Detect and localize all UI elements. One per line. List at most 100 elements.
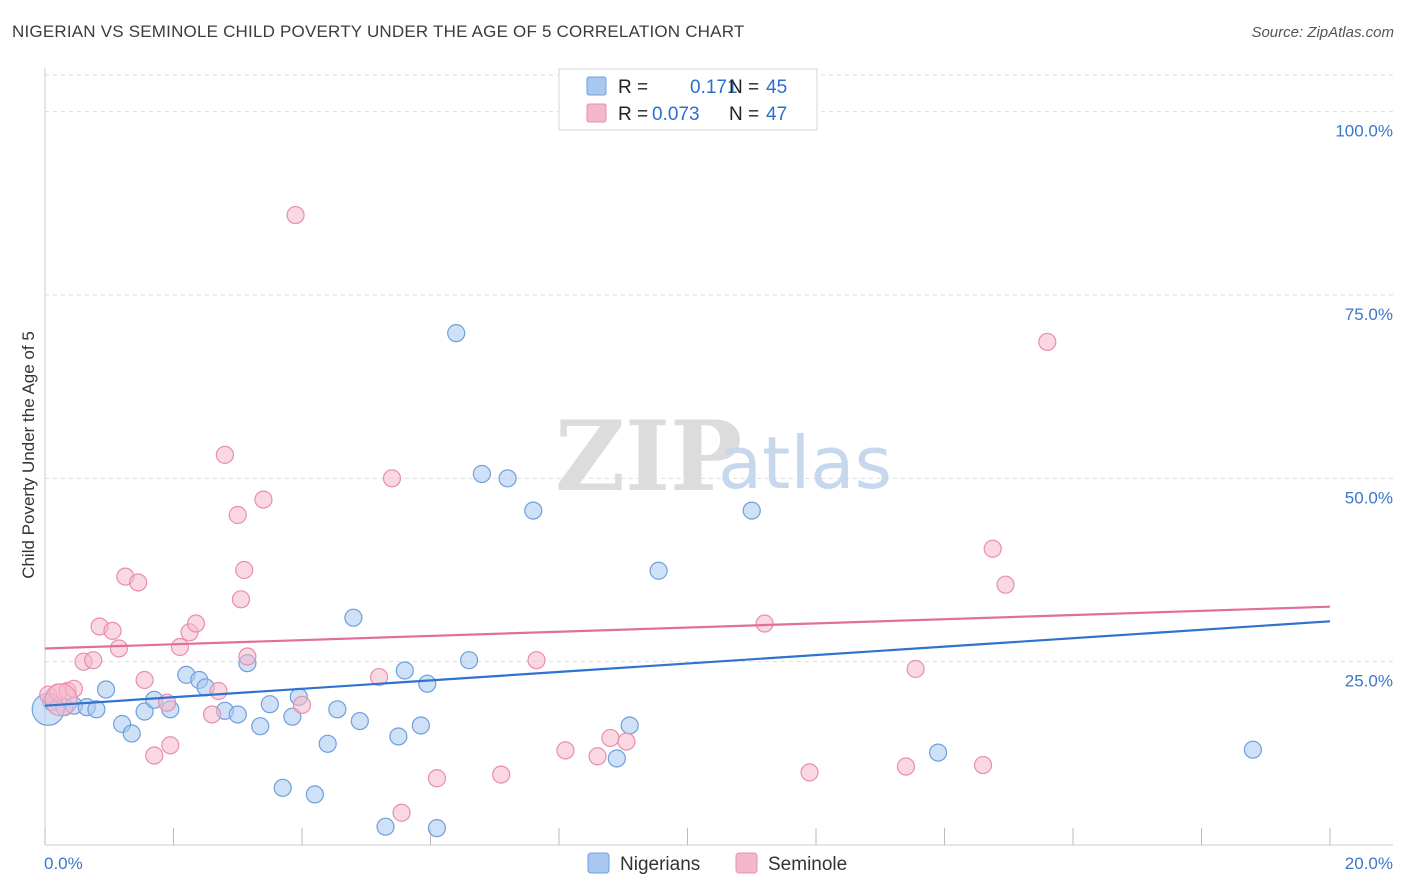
seminole-point xyxy=(202,705,222,724)
nigerians-point xyxy=(427,819,447,838)
nigerians-point xyxy=(928,743,948,762)
y-tick-label: 100.0% xyxy=(1335,122,1393,141)
nigerians-point xyxy=(251,717,270,736)
bottom-legend: Nigerians Seminole xyxy=(587,852,847,875)
seminole-point xyxy=(215,445,234,464)
seminole-point xyxy=(84,651,103,670)
seminole-point xyxy=(109,639,128,658)
bottom-legend-swatch-nigerians xyxy=(587,852,610,874)
nigerians-point xyxy=(122,724,141,743)
nigerians-point xyxy=(418,674,437,693)
nigerians-point xyxy=(350,711,369,731)
seminole-point xyxy=(292,695,312,715)
nigerians-point xyxy=(87,700,106,719)
seminole-point xyxy=(527,651,546,670)
seminole-point xyxy=(1038,332,1057,352)
legend-r-value-nigerians: 0.171 xyxy=(690,77,738,98)
seminole-point xyxy=(800,763,819,782)
source-label: Source: ZipAtlas.com xyxy=(1251,24,1394,41)
nigerians-point xyxy=(395,661,414,680)
seminole-point xyxy=(556,741,575,760)
nigerians-point xyxy=(447,324,466,343)
nigerians-point xyxy=(318,734,337,753)
seminole-point xyxy=(231,590,251,609)
nigerians-point xyxy=(1243,740,1263,759)
nigerians-point xyxy=(498,469,517,488)
seminole-point xyxy=(427,769,447,788)
y-tick-labels: 25.0% 50.0% 75.0% 100.0% xyxy=(1335,122,1393,691)
nigerians-point xyxy=(96,680,116,699)
legend-n-label: N = xyxy=(729,77,759,98)
seminole-point xyxy=(896,757,916,776)
legend-swatch-seminole xyxy=(586,103,607,123)
seminole-point xyxy=(145,746,164,765)
y-tick-label: 50.0% xyxy=(1345,488,1393,507)
seminole-point xyxy=(588,747,607,766)
seminole-point xyxy=(601,728,620,748)
nigerians-point xyxy=(620,716,639,735)
chart-title: NIGERIAN VS SEMINOLE CHILD POVERTY UNDER… xyxy=(12,22,745,41)
nigerians-point xyxy=(649,561,668,580)
legend-n-value-nigerians: 45 xyxy=(766,77,787,98)
seminole-point xyxy=(617,732,636,751)
seminole-point xyxy=(286,205,305,225)
nigerians-point xyxy=(260,695,279,714)
seminole-point xyxy=(392,803,411,822)
seminole-trend-line xyxy=(44,605,1331,650)
seminole-point xyxy=(235,560,254,580)
nigerians-trend-line xyxy=(44,620,1331,707)
nigerians-point xyxy=(472,464,491,484)
nigerians-point xyxy=(607,749,626,768)
legend-r-label: R = xyxy=(618,104,648,125)
legend-swatch-nigerians xyxy=(586,76,607,96)
nigerians-point xyxy=(273,778,292,797)
watermark-atlas: atlas xyxy=(718,421,892,505)
nigerians-point xyxy=(135,702,154,721)
trend-lines xyxy=(44,605,1331,707)
y-axis-label: Child Poverty Under the Age of 5 xyxy=(19,331,38,579)
x-tick-label-min: 0.0% xyxy=(44,854,83,873)
seminole-point xyxy=(170,637,190,657)
seminole-point xyxy=(906,659,925,679)
seminole-point xyxy=(492,765,511,784)
seminole-point xyxy=(161,736,180,755)
seminole-point xyxy=(996,575,1015,594)
nigerians-point xyxy=(305,785,324,804)
seminole-point xyxy=(755,614,774,633)
bottom-legend-label-seminole: Seminole xyxy=(768,854,847,875)
nigerians-point xyxy=(524,501,543,520)
legend-r-value-seminole: 0.073 xyxy=(652,104,700,125)
x-tick-label-max: 20.0% xyxy=(1345,854,1393,873)
legend-r-label: R = xyxy=(618,77,648,98)
bottom-legend-swatch-seminole xyxy=(735,852,758,874)
seminole-point xyxy=(135,670,154,690)
seminole-point xyxy=(238,647,257,666)
seminole-point xyxy=(44,683,78,717)
seminole-point xyxy=(186,614,206,633)
nigerians-point xyxy=(389,727,408,746)
nigerians-point xyxy=(411,716,430,735)
legend-box: R = 0.171 N = 45 R = 0.073 N = 47 xyxy=(558,68,818,131)
y-tick-label: 75.0% xyxy=(1345,305,1393,324)
legend-n-value-seminole: 47 xyxy=(766,104,787,125)
seminole-point xyxy=(129,573,148,592)
seminole-point xyxy=(103,621,122,640)
seminole-point xyxy=(382,469,402,488)
seminole-point xyxy=(973,755,993,775)
legend-n-label: N = xyxy=(729,104,759,125)
bottom-legend-label-nigerians: Nigerians xyxy=(620,854,700,875)
nigerians-point xyxy=(742,501,761,520)
seminole-point xyxy=(209,681,228,701)
seminole-point xyxy=(254,490,273,509)
nigerians-point xyxy=(328,700,347,719)
data-points xyxy=(31,205,1263,838)
nigerians-point xyxy=(228,705,247,724)
seminole-point xyxy=(228,505,247,525)
seminole-point xyxy=(983,539,1002,558)
nigerians-point xyxy=(376,817,395,836)
watermark-zip: ZIP xyxy=(555,400,742,513)
nigerians-point xyxy=(283,707,302,726)
nigerians-point xyxy=(459,651,479,670)
y-tick-label: 25.0% xyxy=(1345,672,1393,691)
